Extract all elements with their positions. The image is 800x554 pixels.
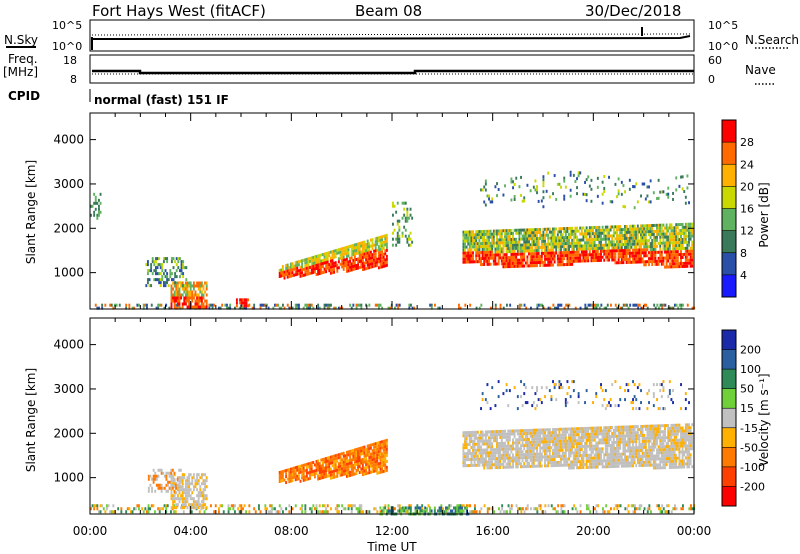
power-ytick-label: 1000 (53, 266, 84, 280)
velocity-ytick-label: 1000 (53, 471, 84, 485)
velocity-colorbar-tick: -50 (740, 441, 758, 454)
beam-label: Beam 08 (355, 2, 422, 20)
nsearch-tick-low: 10^0 (708, 40, 738, 53)
power-data-layer (90, 170, 696, 310)
velocity-colorbar-tick: 15 (740, 402, 754, 415)
velocity-ytick-label: 2000 (53, 426, 84, 440)
nave-label: Nave (745, 63, 776, 77)
power-colorbar: 28 24 20 16 12 8 4 (721, 119, 754, 298)
nave-tick-high: 60 (708, 54, 722, 67)
velocity-colorbar-segment (722, 369, 736, 390)
power-colorbar-label: Power [dB] (757, 182, 771, 247)
power-colorbar-tick: 24 (740, 158, 754, 171)
power-colorbar-segment (722, 142, 736, 165)
power-colorbar-segment (722, 252, 736, 276)
velocity-colorbar-tick: 50 (740, 383, 754, 396)
freq-label: Freq. (8, 52, 38, 66)
station-title: Fort Hays West (fitACF) (92, 2, 266, 20)
power-colorbar-segment (722, 120, 736, 143)
power-axes: 4000 3000 2000 1000 (53, 113, 695, 309)
time-tick-label: 04:00 (173, 524, 208, 538)
freq-tick-high: 18 (63, 54, 77, 67)
time-tick-label: 00:00 (677, 524, 712, 538)
time-tick-label: 20:00 (576, 524, 611, 538)
velocity-colorbar-tick: 200 (740, 344, 761, 357)
nsky-panel: N.Sky 10^5 10^0 10^5 10^0 N.Search (4, 19, 799, 53)
velocity-colorbar-tick: -15 (740, 422, 758, 435)
time-axis-ticks: 00:00 04:00 08:00 12:00 16:00 20:00 00:00 (73, 524, 712, 538)
velocity-colorbar-segment (722, 408, 736, 429)
velocity-colorbar: 200 100 50 15 -15 -50 -100 -200 (721, 329, 765, 507)
time-axis-label: Time UT (366, 540, 417, 554)
cpid-label: CPID (8, 89, 40, 103)
freq-panel: Freq. [MHz] 18 8 60 0 Nave (3, 52, 776, 86)
power-colorbar-segment (722, 230, 736, 254)
cpid-value: normal (fast) 151 IF (94, 93, 229, 107)
velocity-colorbar-segment (722, 427, 736, 448)
power-colorbar-segment (722, 208, 736, 232)
nsky-tick-high: 10^5 (52, 19, 82, 32)
power-panel: 4000 3000 2000 1000 Slant Range [km] (24, 112, 696, 310)
time-tick-label: 00:00 (73, 524, 108, 538)
velocity-colorbar-segment (722, 388, 736, 409)
power-colorbar-tick: 28 (740, 136, 754, 149)
velocity-colorbar-segment (722, 466, 736, 487)
time-tick-label: 12:00 (375, 524, 410, 538)
velocity-colorbar-segment (722, 330, 736, 351)
power-ylabel: Slant Range [km] (24, 160, 38, 264)
velocity-ytick-label: 4000 (53, 338, 84, 352)
power-colorbar-segment (722, 186, 736, 209)
power-colorbar-tick: 20 (740, 180, 754, 193)
power-colorbar-tick: 16 (740, 203, 754, 216)
nsky-label: N.Sky (4, 33, 38, 47)
velocity-colorbar-segment (722, 486, 736, 507)
power-ytick-label: 3000 (53, 177, 84, 191)
power-colorbar-tick: 8 (740, 247, 747, 260)
freq-unit: [MHz] (3, 65, 38, 79)
velocity-data-layer (90, 380, 696, 516)
velocity-colorbar-segment (722, 349, 736, 370)
time-tick-label: 08:00 (274, 524, 309, 538)
velocity-colorbar-segment (722, 447, 736, 468)
nsearch-tick-high: 10^5 (708, 19, 738, 32)
power-colorbar-segment (722, 164, 736, 187)
date-label: 30/Dec/2018 (585, 2, 681, 20)
velocity-axes: 4000 3000 2000 1000 (53, 318, 695, 514)
nsearch-label: N.Search (745, 33, 799, 47)
velocity-ytick-label: 3000 (53, 382, 84, 396)
freq-tick-low: 8 (70, 73, 77, 86)
velocity-colorbar-tick: -100 (740, 461, 765, 474)
nsky-tick-low: 10^0 (52, 40, 82, 53)
time-tick-label: 16:00 (475, 524, 510, 538)
power-ytick-label: 2000 (53, 221, 84, 235)
velocity-colorbar-label: Velocity [m s⁻¹] (757, 373, 771, 466)
velocity-ylabel: Slant Range [km] (24, 368, 38, 472)
power-ytick-label: 4000 (53, 133, 84, 147)
velocity-colorbar-tick: -200 (740, 480, 765, 493)
velocity-panel: 4000 3000 2000 1000 Slant Range [km] (24, 317, 696, 516)
power-colorbar-tick: 4 (740, 269, 747, 282)
velocity-colorbar-tick: 100 (740, 363, 761, 376)
power-colorbar-segment (722, 274, 736, 298)
nave-tick-low: 0 (708, 73, 715, 86)
power-colorbar-tick: 12 (740, 225, 754, 238)
